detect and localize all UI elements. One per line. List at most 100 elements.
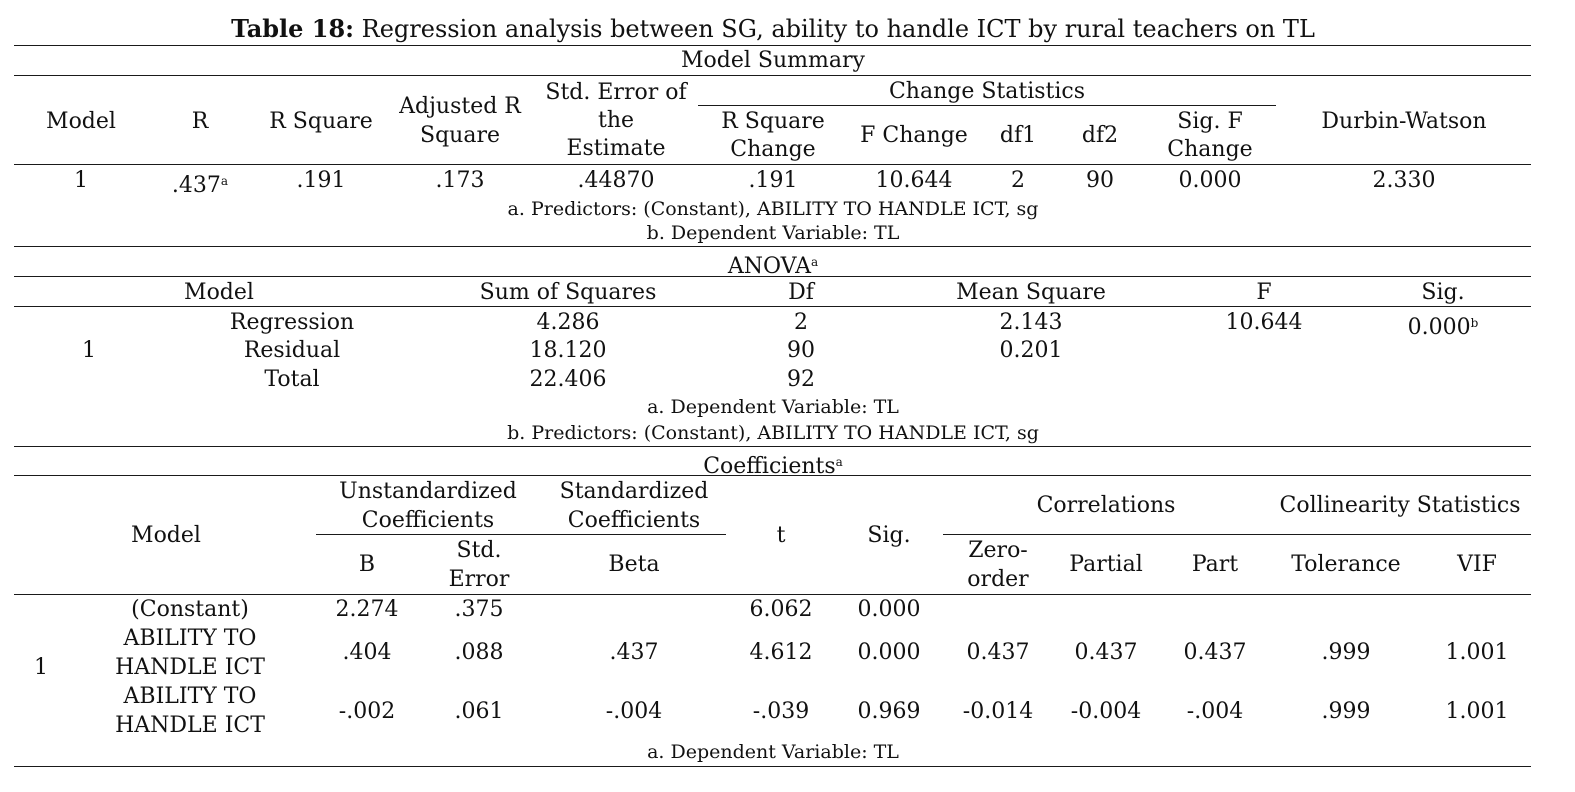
ms-header-sig-f-1: Sig. F [1177, 109, 1243, 134]
anova-sig-value: 0.000 [1407, 315, 1471, 340]
coef-row-1-part: 0.437 [1183, 640, 1247, 665]
ms-header-r-square: R Square [269, 109, 373, 134]
ms-header-r-sq-change-1: R Square [721, 109, 825, 134]
coef-row-1-vif: 1.001 [1445, 640, 1509, 665]
anova-row-regression-df: 2 [794, 310, 808, 335]
coef-caption-footnote: a [835, 455, 843, 469]
anova-row-regression-mean-sq: 2.143 [999, 310, 1063, 335]
ms-cell-std-err: .44870 [577, 168, 655, 193]
coef-row-constant-label: (Constant) [131, 597, 249, 622]
ms-header-df1: df1 [999, 123, 1037, 148]
ms-cell-model: 1 [74, 168, 88, 193]
anova-sig-footnote: b [1470, 316, 1479, 330]
coef-header-b: B [358, 552, 376, 577]
ms-header-r: R [191, 109, 209, 134]
anova-row-residual-df: 90 [787, 338, 815, 363]
coef-row-constant-t: 6.062 [749, 597, 813, 622]
ms-cell-r-square: .191 [296, 168, 346, 193]
coef-caption-text: Coefficients [703, 454, 836, 479]
anova-footnote-b: b. Predictors: (Constant), ABILITY TO HA… [507, 422, 1039, 444]
rule-coef-top [14, 446, 1531, 447]
coef-header-vif: VIF [1457, 552, 1497, 577]
coef-header-zero-order-1: Zero- [968, 538, 1028, 563]
ms-cell-r-value: .437 [171, 173, 221, 198]
anova-caption-text: ANOVA [727, 254, 811, 279]
ms-cell-adj-r-square: .173 [435, 168, 485, 193]
coef-footnote-a: a. Dependent Variable: TL [647, 741, 899, 763]
rule-top [14, 45, 1531, 46]
coef-caption: Coefficientsa [703, 449, 843, 480]
anova-row-regression-sig: 0.000b [1408, 310, 1479, 341]
coef-header-tolerance: Tolerance [1291, 552, 1401, 577]
coef-header-std-error-2: Error [448, 567, 510, 592]
anova-caption: ANOVAa [728, 249, 818, 280]
ms-header-std-err-3: Estimate [566, 136, 666, 161]
rule-change-statistics [698, 105, 1276, 106]
coef-row-1-tolerance: .999 [1321, 640, 1371, 665]
ms-header-std-err-2: the [597, 108, 635, 133]
rule-ms-caption [14, 75, 1531, 76]
coef-row-1-zero-order: 0.437 [966, 640, 1030, 665]
coef-header-std-error-1: Std. [456, 538, 502, 563]
anova-row-residual-label: Residual [243, 338, 341, 363]
anova-header-f: F [1256, 280, 1272, 305]
table-title: Table 18: Regression analysis between SG… [231, 14, 1315, 44]
ms-cell-f-change: 10.644 [875, 168, 953, 193]
coef-row-2-part: -.004 [1186, 699, 1244, 724]
ms-cell-r-sq-change: .191 [748, 168, 798, 193]
coef-row-constant-b: 2.274 [335, 597, 399, 622]
coef-row-2-partial: -0.004 [1070, 699, 1142, 724]
coef-header-part: Part [1191, 552, 1239, 577]
rule-bottom [14, 766, 1531, 767]
anova-header-model: Model [184, 280, 254, 305]
coef-row-2-beta: -.004 [605, 699, 663, 724]
rule-coef-header [14, 594, 1531, 595]
coef-row-2-t: -.039 [752, 699, 810, 724]
coef-row-2-std-error: .061 [454, 699, 504, 724]
coef-row-1-label-line2: HANDLE ICT [115, 655, 265, 680]
ms-cell-df2: 90 [1086, 168, 1114, 193]
rule-anova-caption [14, 276, 1531, 277]
ms-header-adj-r-2: Square [420, 123, 500, 148]
coef-row-constant-sig: 0.000 [857, 597, 921, 622]
coef-row-2-label-line1: ABILITY TO [123, 684, 257, 709]
coef-row-1-sig: 0.000 [857, 640, 921, 665]
anova-row-total-label: Total [264, 367, 320, 392]
coef-row-1-beta: .437 [609, 640, 659, 665]
coef-row-2-sig: 0.969 [857, 699, 921, 724]
coef-header-partial: Partial [1069, 552, 1143, 577]
coef-row-2-zero-order: -0.014 [962, 699, 1034, 724]
table-title-text: Regression analysis between SG, ability … [354, 15, 1315, 43]
anova-model-number: 1 [82, 338, 96, 363]
coef-model-number: 1 [34, 655, 48, 680]
rule-coef-corr-coll [943, 534, 1531, 535]
coef-header-unstd-2: Coefficients [361, 508, 495, 533]
ms-cell-df1: 2 [1011, 168, 1025, 193]
table-number: Table 18: [231, 14, 355, 43]
ms-header-f-change: F Change [860, 123, 968, 148]
anova-header-mean-sq: Mean Square [956, 280, 1106, 305]
coef-header-zero-order-2: order [967, 567, 1029, 592]
anova-header-df: Df [788, 280, 814, 305]
coef-header-t: t [776, 523, 786, 548]
rule-ms-header [14, 164, 1531, 165]
anova-row-regression-label: Regression [229, 310, 355, 335]
rule-anova-header [14, 306, 1531, 307]
rule-coef-unstd-std [316, 534, 726, 535]
ms-footnote-a: a. Predictors: (Constant), ABILITY TO HA… [507, 198, 1039, 220]
coef-row-1-label-line1: ABILITY TO [123, 626, 257, 651]
coef-header-std-1: Standardized [559, 479, 709, 504]
coef-header-model: Model [131, 523, 201, 548]
ms-footnote-b: b. Dependent Variable: TL [646, 222, 900, 244]
anova-row-regression-sum-sq: 4.286 [536, 310, 600, 335]
anova-row-regression-f: 10.644 [1225, 310, 1303, 335]
ms-header-model: Model [46, 109, 116, 134]
anova-caption-footnote: a [810, 255, 819, 269]
anova-row-residual-mean-sq: 0.201 [999, 338, 1063, 363]
anova-header-sum-sq: Sum of Squares [479, 280, 657, 305]
coef-header-beta: Beta [608, 552, 660, 577]
coef-row-1-t: 4.612 [749, 640, 813, 665]
coef-header-unstd-1: Unstandardized [339, 479, 517, 504]
anova-footnote-a: a. Dependent Variable: TL [647, 396, 899, 418]
